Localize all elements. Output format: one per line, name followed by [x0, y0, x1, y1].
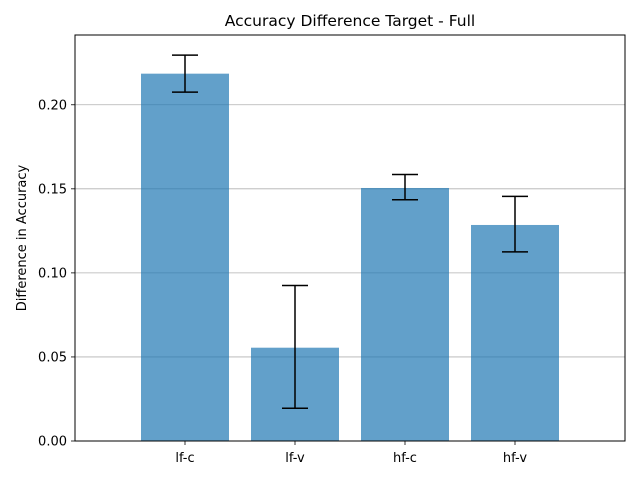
- chart-title: Accuracy Difference Target - Full: [225, 12, 475, 30]
- y-axis-label: Difference in Accuracy: [15, 164, 30, 311]
- bar: [471, 224, 559, 441]
- x-axis-ticks: lf-c lf-v hf-c hf-v: [175, 441, 527, 466]
- x-tick-label: lf-v: [285, 451, 305, 466]
- bar: [361, 187, 449, 441]
- y-tick-label: 0.20: [38, 98, 67, 113]
- bars: [141, 73, 559, 442]
- x-tick-label: lf-c: [175, 451, 194, 466]
- y-tick-label: 0.10: [38, 266, 67, 281]
- bar: [141, 73, 229, 442]
- x-tick-label: hf-v: [503, 451, 527, 466]
- y-tick-label: 0.15: [38, 182, 67, 197]
- y-tick-label: 0.05: [38, 350, 67, 365]
- y-tick-label: 0.00: [38, 435, 67, 450]
- x-tick-label: hf-c: [393, 451, 417, 466]
- axes-frame: [74, 34, 626, 442]
- error-bars: [172, 54, 528, 409]
- y-axis-ticks: 0.00 0.05 0.10 0.15 0.20: [38, 98, 75, 450]
